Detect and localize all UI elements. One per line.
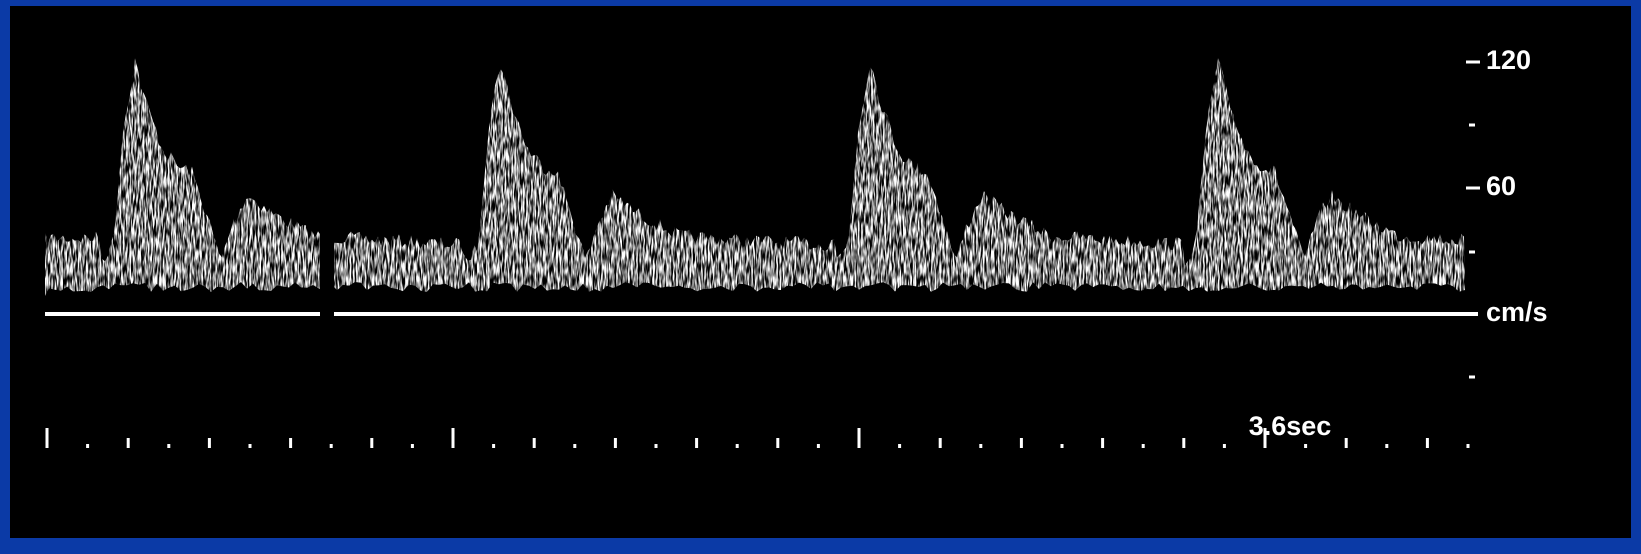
scale-label: 60 bbox=[1486, 171, 1516, 201]
time-label: 3.6sec bbox=[1249, 411, 1332, 441]
trace-gap bbox=[320, 40, 334, 310]
doppler-screen: 120 60 cm/s 3.6sec bbox=[0, 0, 1641, 554]
scale-label: 120 bbox=[1486, 45, 1531, 75]
unit-label: cm/s bbox=[1486, 297, 1548, 327]
page: 120 60 cm/s 3.6sec (() => { const data =… bbox=[0, 0, 1641, 554]
